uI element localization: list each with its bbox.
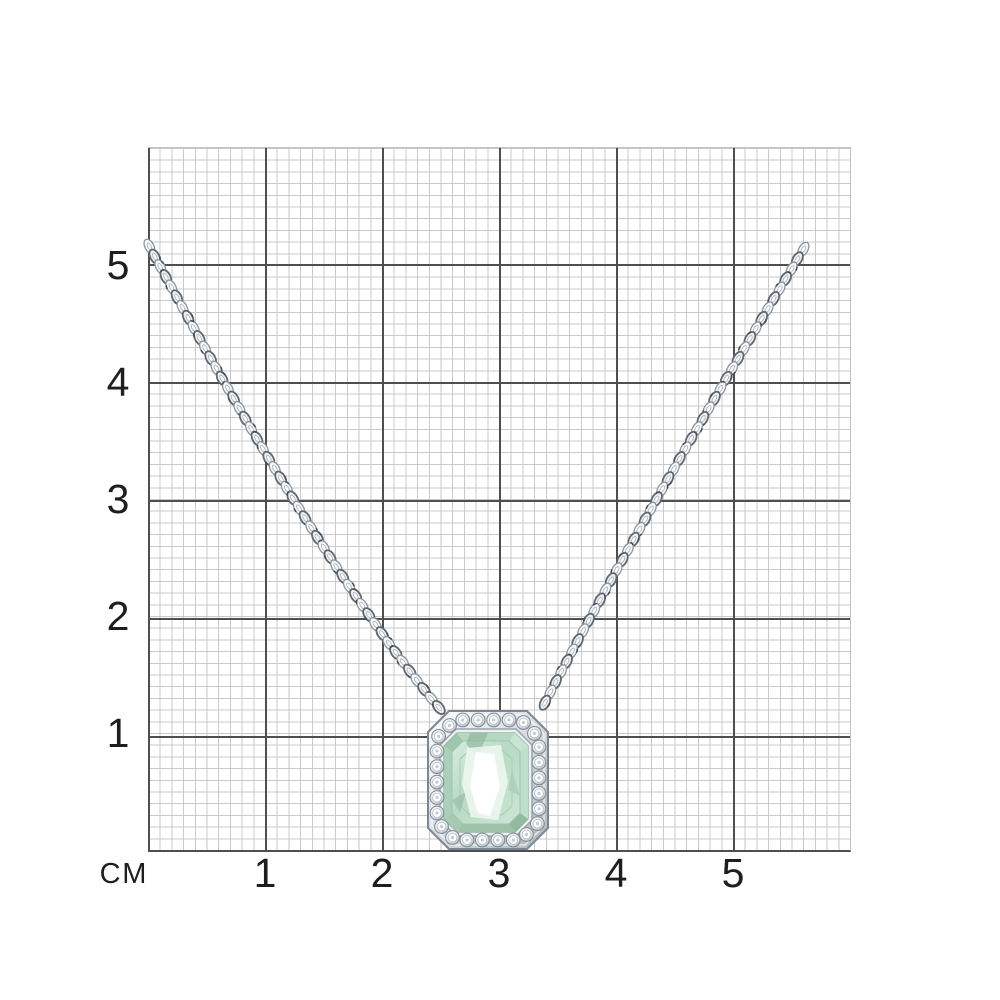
measurement-grid [148, 147, 851, 852]
y-axis-label: 3 [106, 476, 130, 522]
x-axis-label: 4 [604, 850, 628, 896]
y-axis-label: 2 [106, 593, 130, 639]
y-axis-label: 1 [106, 710, 130, 756]
x-axis-label: 3 [487, 850, 511, 896]
unit-label: СМ [99, 858, 149, 890]
x-axis-label: 2 [370, 850, 394, 896]
y-axis-label: 4 [106, 359, 130, 405]
x-axis-label: 1 [253, 850, 277, 896]
x-axis-label: 5 [721, 850, 745, 896]
y-axis-label: 5 [106, 242, 130, 288]
